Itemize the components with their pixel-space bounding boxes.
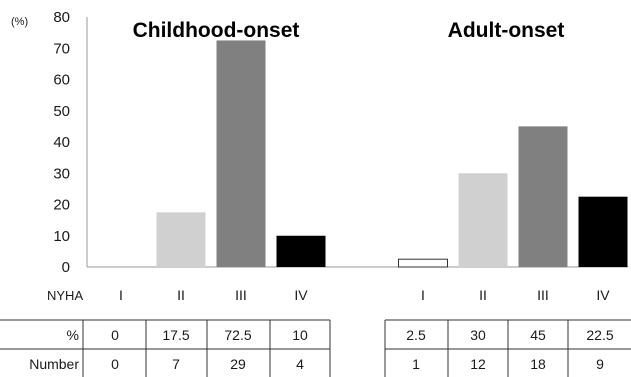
x-tick-label: I — [421, 287, 425, 303]
table-cell-percent: 0 — [111, 327, 119, 343]
table-cell-percent: 45 — [530, 327, 546, 343]
group-title: Childhood-onset — [133, 19, 300, 42]
x-tick-label: II — [479, 287, 487, 303]
table-cell-percent: 72.5 — [224, 327, 251, 343]
y-tick-label: 0 — [62, 259, 70, 276]
group-title: Adult-onset — [448, 19, 565, 42]
table-cell-number: 29 — [230, 356, 246, 372]
table-cell-percent: 2.5 — [406, 327, 426, 343]
x-tick-label: I — [119, 287, 123, 303]
bar — [216, 40, 266, 267]
table-cell-percent: 17.5 — [162, 327, 189, 343]
table-cell-number: 0 — [111, 356, 119, 372]
y-axis-unit-label: (%) — [11, 16, 28, 28]
table-cell-percent: 30 — [470, 327, 486, 343]
y-tick-label: 20 — [53, 197, 70, 214]
y-tick-label: 40 — [53, 134, 70, 151]
table-row-label: % — [67, 327, 79, 343]
table-cell-percent: 22.5 — [586, 327, 613, 343]
bar — [578, 196, 628, 267]
table-cell-number: 1 — [412, 356, 420, 372]
data-table: % Number 0 17.5 72.5 10 0 7 29 4 2.5 30 45 22.5 1 12 18 9 — [0, 319, 631, 377]
bar — [398, 258, 448, 268]
y-tick-label: 50 — [53, 103, 70, 120]
bar — [458, 173, 508, 267]
x-tick-label: IV — [596, 287, 610, 303]
x-tick-label: III — [235, 287, 247, 303]
table-cell-number: 7 — [172, 356, 180, 372]
x-tick-label: IV — [294, 287, 308, 303]
chart-bars — [156, 40, 628, 268]
x-tick-label: II — [177, 287, 185, 303]
bar — [518, 126, 568, 267]
bar — [276, 235, 326, 267]
table-row-label: Number — [29, 356, 79, 372]
category-axis-label: NYHA — [47, 288, 83, 303]
y-tick-label: 30 — [53, 165, 70, 182]
y-tick-label: 60 — [53, 72, 70, 89]
table-cell-number: 9 — [596, 356, 604, 372]
table-cell-number: 18 — [530, 356, 546, 372]
y-tick-label: 80 — [53, 9, 70, 26]
y-tick-label: 10 — [53, 228, 70, 245]
table-cell-number: 4 — [296, 356, 304, 372]
table-cell-percent: 10 — [292, 327, 308, 343]
bar — [156, 212, 206, 267]
table-cell-number: 12 — [470, 356, 486, 372]
x-tick-label: III — [537, 287, 549, 303]
y-tick-label: 70 — [53, 40, 70, 57]
